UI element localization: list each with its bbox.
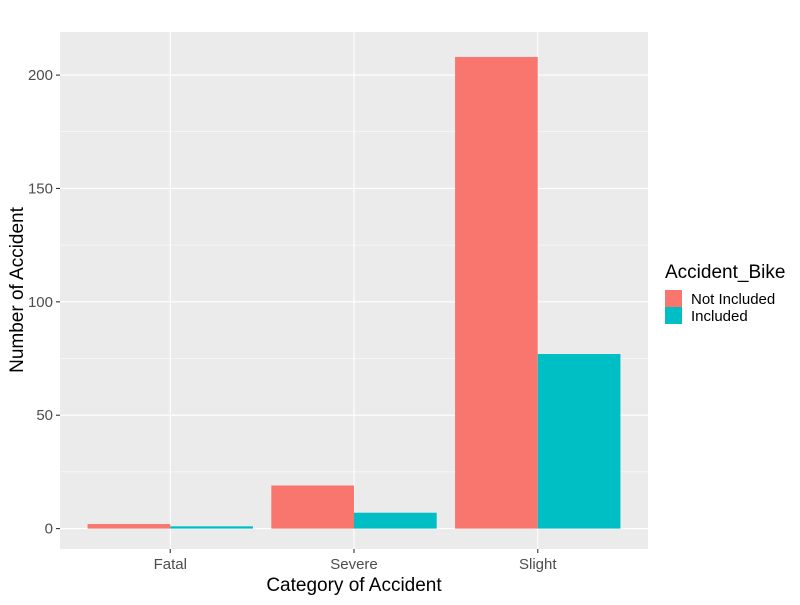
legend-key-included [665, 307, 682, 324]
x-tick-label: Severe [330, 556, 378, 573]
legend-label: Included [691, 308, 748, 325]
x-tick-label: Slight [519, 556, 557, 573]
x-axis-title: Category of Accident [266, 575, 442, 596]
bar-slight-not-included [455, 56, 538, 529]
bar-slight-included [537, 353, 621, 529]
legend-key-not-included [665, 290, 682, 307]
y-tick-label: 200 [28, 67, 53, 84]
bars [87, 56, 621, 529]
bar-fatal-not-included [87, 524, 171, 529]
legend-title: Accident_Bike [665, 262, 785, 283]
legend-label: Not Included [691, 291, 775, 308]
y-tick-label: 0 [45, 521, 53, 538]
bar-fatal-included [170, 526, 253, 529]
y-tick-label: 50 [36, 407, 53, 424]
bar-severe-included [354, 512, 437, 529]
y-tick-label: 100 [28, 294, 53, 311]
bar-severe-not-included [271, 485, 354, 529]
x-tick-label: Fatal [154, 556, 187, 573]
y-axis-title: Number of Accident [7, 206, 28, 373]
y-tick-label: 150 [28, 180, 53, 197]
y-axis: 0 50 100 150 200 [28, 67, 60, 538]
grid-lines [60, 32, 648, 549]
x-axis: Fatal Severe Slight [154, 549, 557, 573]
